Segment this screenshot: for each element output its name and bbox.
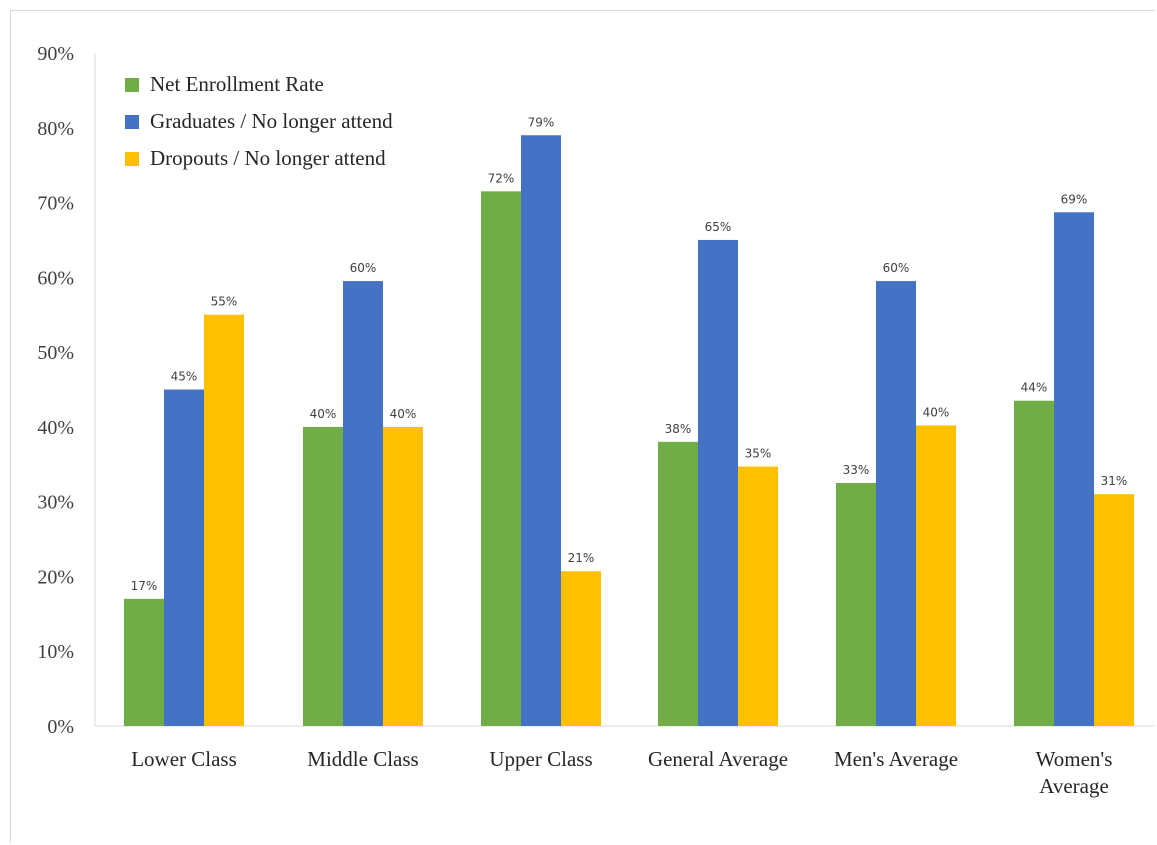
- bar: [383, 426, 423, 726]
- x-tick-label: Average: [1039, 774, 1109, 798]
- bar: [1094, 494, 1134, 726]
- legend-swatch: [125, 115, 139, 129]
- bar: [1054, 212, 1094, 726]
- y-tick-label: 0%: [47, 716, 74, 738]
- bar: [303, 426, 343, 726]
- y-tick-label: 30%: [37, 492, 74, 514]
- bar: [481, 191, 521, 727]
- data-label: 40%: [923, 405, 950, 419]
- bar: [916, 425, 956, 726]
- data-label: 65%: [705, 220, 732, 234]
- y-tick-label: 80%: [37, 118, 74, 140]
- y-tick-label: 10%: [37, 641, 74, 663]
- data-label: 35%: [745, 447, 772, 461]
- legend-label: Graduates / No longer attend: [150, 109, 393, 133]
- bar: [521, 135, 561, 726]
- bar: [204, 314, 244, 726]
- y-tick-label: 20%: [37, 566, 74, 588]
- data-label: 60%: [883, 261, 910, 275]
- x-tick-label: Men's Average: [834, 747, 958, 771]
- x-tick-label: Women's: [1036, 747, 1113, 771]
- bar: [836, 482, 876, 726]
- y-tick-label: 50%: [37, 342, 74, 364]
- data-label: 21%: [568, 551, 595, 565]
- data-label: 31%: [1101, 474, 1128, 488]
- y-tick-label: 40%: [37, 417, 74, 439]
- data-label: 40%: [310, 407, 337, 421]
- y-tick-label: 90%: [37, 43, 74, 65]
- bar: [698, 239, 738, 726]
- bar: [738, 466, 778, 726]
- data-label: 79%: [528, 115, 555, 129]
- legend-swatch: [125, 152, 139, 166]
- bar: [561, 571, 601, 726]
- y-tick-label: 60%: [37, 267, 74, 289]
- data-label: 44%: [1021, 381, 1048, 395]
- data-label: 55%: [211, 295, 238, 309]
- y-tick-label: 70%: [37, 193, 74, 215]
- legend-swatch: [125, 78, 139, 92]
- data-label: 72%: [488, 171, 515, 185]
- bar: [164, 389, 204, 726]
- chart-frame: [10, 10, 1155, 843]
- x-tick-label: General Average: [648, 747, 788, 771]
- bar: [658, 441, 698, 726]
- bar: [1014, 400, 1054, 726]
- x-tick-label: Lower Class: [131, 747, 237, 771]
- data-label: 69%: [1061, 192, 1088, 206]
- legend-label: Dropouts / No longer attend: [150, 146, 386, 170]
- data-label: 60%: [350, 261, 377, 275]
- data-label: 33%: [843, 463, 870, 477]
- legend-label: Net Enrollment Rate: [150, 72, 324, 96]
- bar: [343, 281, 383, 726]
- x-tick-label: Upper Class: [489, 747, 592, 771]
- x-tick-label: Middle Class: [307, 747, 418, 771]
- bar: [876, 281, 916, 726]
- data-label: 38%: [665, 422, 692, 436]
- bar: [124, 598, 164, 726]
- data-label: 17%: [131, 579, 158, 593]
- data-label: 45%: [171, 370, 198, 384]
- data-label: 40%: [390, 407, 417, 421]
